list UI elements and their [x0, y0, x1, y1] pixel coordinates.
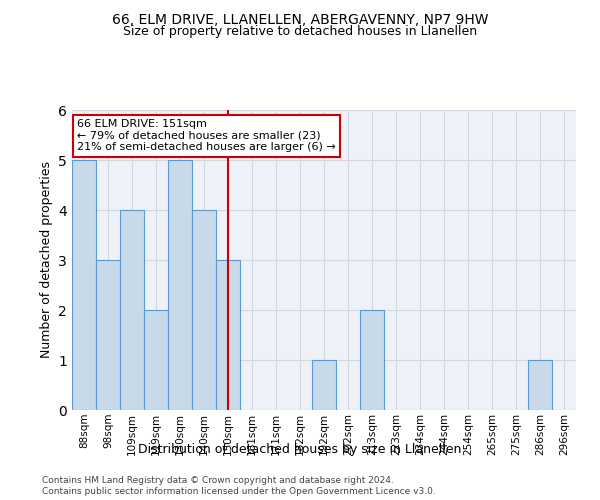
- Bar: [312, 360, 336, 410]
- Bar: [72, 160, 96, 410]
- Bar: [96, 260, 120, 410]
- Bar: [528, 360, 552, 410]
- Bar: [120, 210, 144, 410]
- Text: Contains public sector information licensed under the Open Government Licence v3: Contains public sector information licen…: [42, 487, 436, 496]
- Bar: [360, 310, 384, 410]
- Bar: [168, 160, 192, 410]
- Text: Size of property relative to detached houses in Llanellen: Size of property relative to detached ho…: [123, 25, 477, 38]
- Bar: [192, 210, 216, 410]
- Y-axis label: Number of detached properties: Number of detached properties: [40, 162, 53, 358]
- Text: Distribution of detached houses by size in Llanellen: Distribution of detached houses by size …: [139, 442, 461, 456]
- Bar: [144, 310, 168, 410]
- Text: 66, ELM DRIVE, LLANELLEN, ABERGAVENNY, NP7 9HW: 66, ELM DRIVE, LLANELLEN, ABERGAVENNY, N…: [112, 12, 488, 26]
- Text: 66 ELM DRIVE: 151sqm
← 79% of detached houses are smaller (23)
21% of semi-detac: 66 ELM DRIVE: 151sqm ← 79% of detached h…: [77, 119, 336, 152]
- Bar: [216, 260, 240, 410]
- Text: Contains HM Land Registry data © Crown copyright and database right 2024.: Contains HM Land Registry data © Crown c…: [42, 476, 394, 485]
